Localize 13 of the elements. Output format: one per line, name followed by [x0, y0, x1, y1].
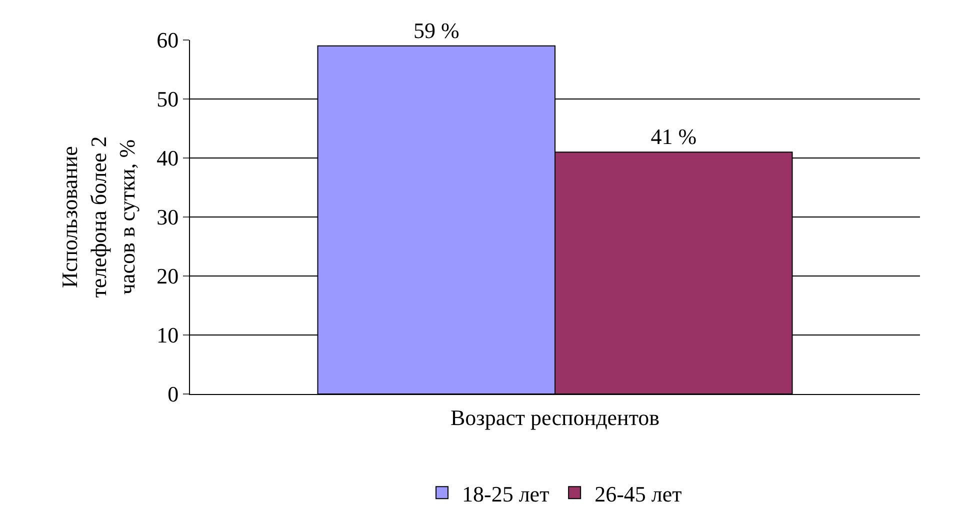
legend-label: 26-45 лет [594, 481, 682, 506]
y-tick-label: 40 [156, 146, 179, 171]
y-tick-label: 30 [156, 204, 179, 230]
y-axis-title: Использование телефона более 2 часов в сутки, % [57, 136, 140, 298]
legend-label: 18-25 лет [462, 481, 550, 506]
data-label: 41 % [650, 124, 697, 150]
y-tick-label: 50 [156, 86, 179, 112]
y-tick-label: 0 [168, 382, 179, 407]
x-axis-title: Возраст респондентов [450, 404, 660, 430]
y-tick-label: 10 [156, 322, 179, 348]
y-tick-label: 20 [156, 264, 179, 289]
data-label: 59 % [413, 18, 460, 43]
y-tick-label: 60 [156, 28, 179, 53]
